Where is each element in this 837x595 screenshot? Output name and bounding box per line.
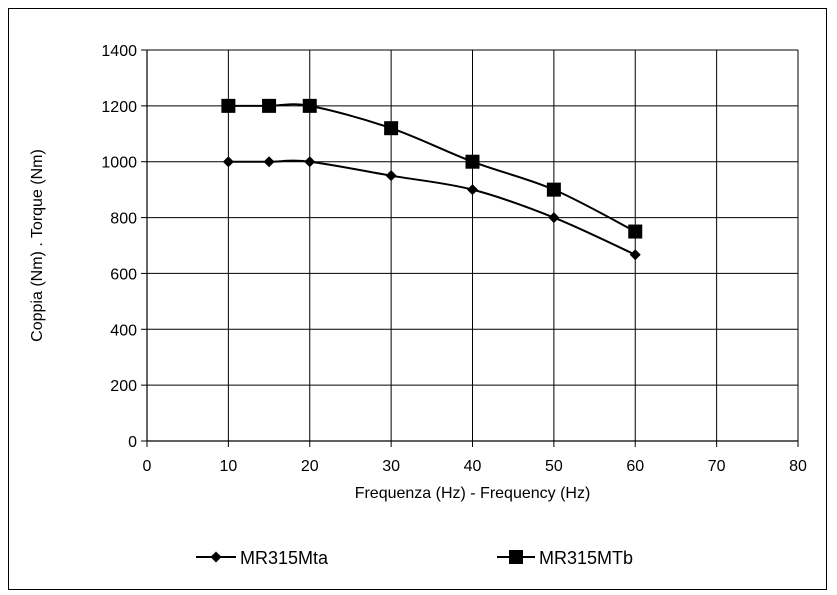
x-tick-label: 10 bbox=[219, 458, 237, 475]
data-point bbox=[629, 249, 641, 261]
x-tick-label: 40 bbox=[464, 458, 482, 475]
x-axis-title: Frequenza (Hz) - Frequency (Hz) bbox=[355, 485, 591, 502]
grid-layer bbox=[147, 49, 799, 441]
legend: MR315Mta MR315MTb bbox=[196, 548, 633, 568]
y-tick-label: 1000 bbox=[101, 155, 137, 172]
x-tick-label: 70 bbox=[708, 458, 726, 475]
y-tick-label: 1200 bbox=[101, 99, 137, 116]
y-axis-title: Coppia (Nm) . Torque (Nm) bbox=[29, 149, 46, 342]
series-line bbox=[228, 159, 636, 256]
legend-label-mr315mta: MR315Mta bbox=[240, 548, 329, 568]
axes-layer: 0 200 400 600 800 1000 1200 1400 0 10 20 30 40 50 60 70… bbox=[101, 43, 807, 475]
legend-label-mr315mtb: MR315MTb bbox=[539, 548, 633, 568]
data-point bbox=[263, 156, 275, 168]
legend-marker bbox=[509, 550, 523, 564]
data-point bbox=[384, 121, 399, 136]
y-tick-label: 1400 bbox=[101, 43, 137, 60]
data-point bbox=[628, 224, 643, 239]
y-tick-label: 800 bbox=[110, 211, 137, 228]
data-point bbox=[304, 156, 316, 168]
x-tick-label: 20 bbox=[301, 458, 319, 475]
x-tick-label: 0 bbox=[143, 458, 152, 475]
data-point bbox=[467, 184, 478, 196]
data-point bbox=[262, 98, 277, 113]
series-mr315mta bbox=[222, 156, 641, 261]
x-tick-label: 80 bbox=[789, 458, 807, 475]
data-point bbox=[385, 170, 397, 182]
chart-frame: 0 200 400 600 800 1000 1200 1400 0 10 20 30 40 50 60 70… bbox=[8, 8, 827, 590]
legend-marker bbox=[210, 551, 222, 563]
series-line bbox=[228, 103, 636, 233]
chart-svg: 0 200 400 600 800 1000 1200 1400 0 10 20 30 40 50 60 70… bbox=[29, 43, 807, 568]
data-point bbox=[222, 156, 234, 168]
data-point bbox=[465, 154, 480, 169]
x-tick-label: 50 bbox=[545, 458, 563, 475]
y-tick-label: 600 bbox=[110, 266, 137, 283]
data-point bbox=[548, 212, 560, 224]
data-point bbox=[546, 182, 561, 197]
series-mr315mtb bbox=[221, 98, 643, 239]
y-tick-label: 0 bbox=[128, 434, 137, 451]
y-tick-label: 200 bbox=[110, 378, 137, 395]
data-point bbox=[302, 98, 317, 113]
labels-layer: Frequenza (Hz) - Frequency (Hz) Coppia (… bbox=[29, 149, 590, 502]
x-tick-label: 30 bbox=[382, 458, 400, 475]
x-tick-label: 60 bbox=[626, 458, 644, 475]
y-tick-label: 400 bbox=[110, 322, 137, 339]
data-point bbox=[221, 98, 236, 113]
series-layer bbox=[221, 98, 643, 261]
